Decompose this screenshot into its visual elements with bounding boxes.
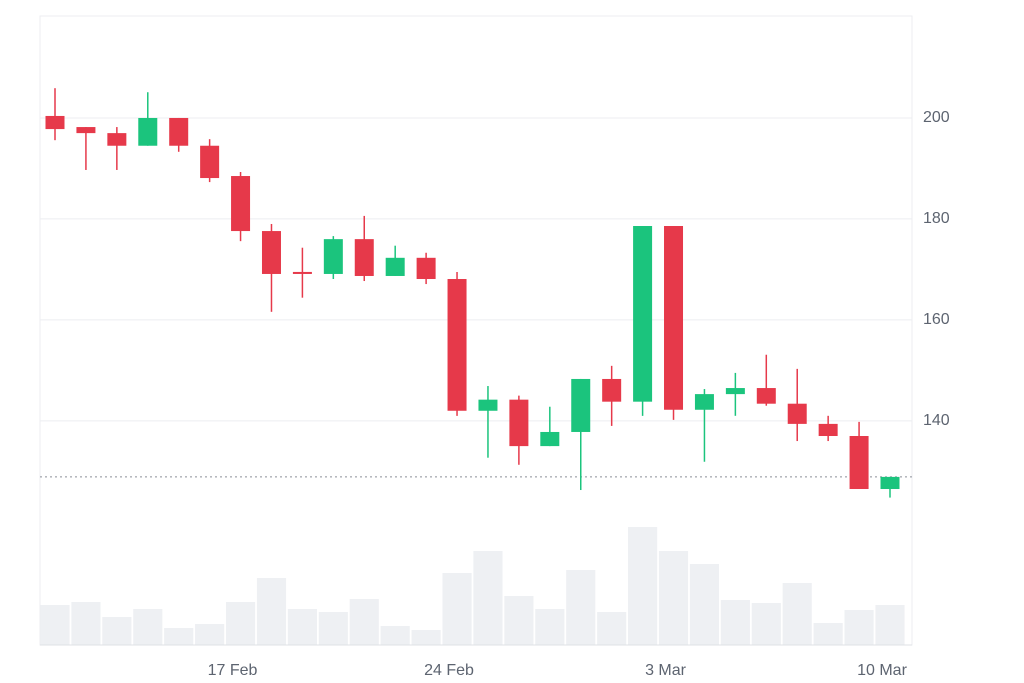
volume-bar [287,609,317,645]
volume-bar [658,551,689,645]
candle-body [880,476,900,490]
volume-bar [256,578,287,645]
candle-body [633,226,653,402]
candle-body [571,378,591,432]
y-tick-label: 160 [923,311,950,328]
y-tick-label: 140 [923,412,950,429]
candle-body [416,257,436,280]
x-tick-label: 24 Feb [424,662,474,679]
x-tick-label: 17 Feb [208,662,258,679]
candle-body [292,271,312,274]
candle-body [261,231,281,274]
volume-bar [751,603,781,645]
candle-body [385,257,405,276]
candle-body [602,378,622,402]
candle-body [138,117,158,146]
volume-bar [689,564,720,645]
candle-body [787,403,807,424]
volume-bar [411,630,441,645]
candle-body [354,239,374,276]
candle-body [509,399,529,447]
candle-body [447,279,467,411]
volume-bar [535,609,565,645]
volume-bar [318,612,348,645]
volume-bar [225,602,256,645]
volume-bar [380,626,410,645]
candle-body [45,115,65,130]
volume-bar [442,573,472,645]
candle-body [169,117,189,146]
candle-body [478,399,498,411]
volume-bar [566,570,596,645]
x-tick-label: 3 Mar [645,662,687,679]
volume-bar [164,628,194,645]
volume-bar [813,623,843,645]
candle-body [756,388,776,404]
candle-body [107,133,127,146]
volume-bar [473,551,503,645]
volume-bar [504,596,534,645]
volume-bar [597,612,627,645]
candle-body [231,176,251,232]
candle-body [664,226,684,410]
volume-bar [875,605,905,645]
y-tick-label: 180 [923,210,950,227]
plot-frame [39,15,913,646]
y-tick-label: 200 [923,109,950,126]
volume-bar [844,610,874,645]
candle-body [200,145,220,179]
volume-bar [782,583,812,645]
volume-bar [40,605,70,645]
candle-body [849,436,869,490]
volume-bar [102,617,132,645]
candle-body [540,431,560,447]
candle-body [694,394,714,410]
volume-bar [71,602,101,645]
volume-bar [133,609,163,645]
volume-bar [195,624,225,645]
candle-body [818,423,838,437]
candle-body [76,127,96,134]
x-tick-label: 10 Mar [857,662,907,679]
candle-body [323,239,343,274]
volume-bar [720,600,750,645]
volume-bar [349,599,379,645]
volume-bar [628,527,658,645]
candle-body [725,388,745,395]
